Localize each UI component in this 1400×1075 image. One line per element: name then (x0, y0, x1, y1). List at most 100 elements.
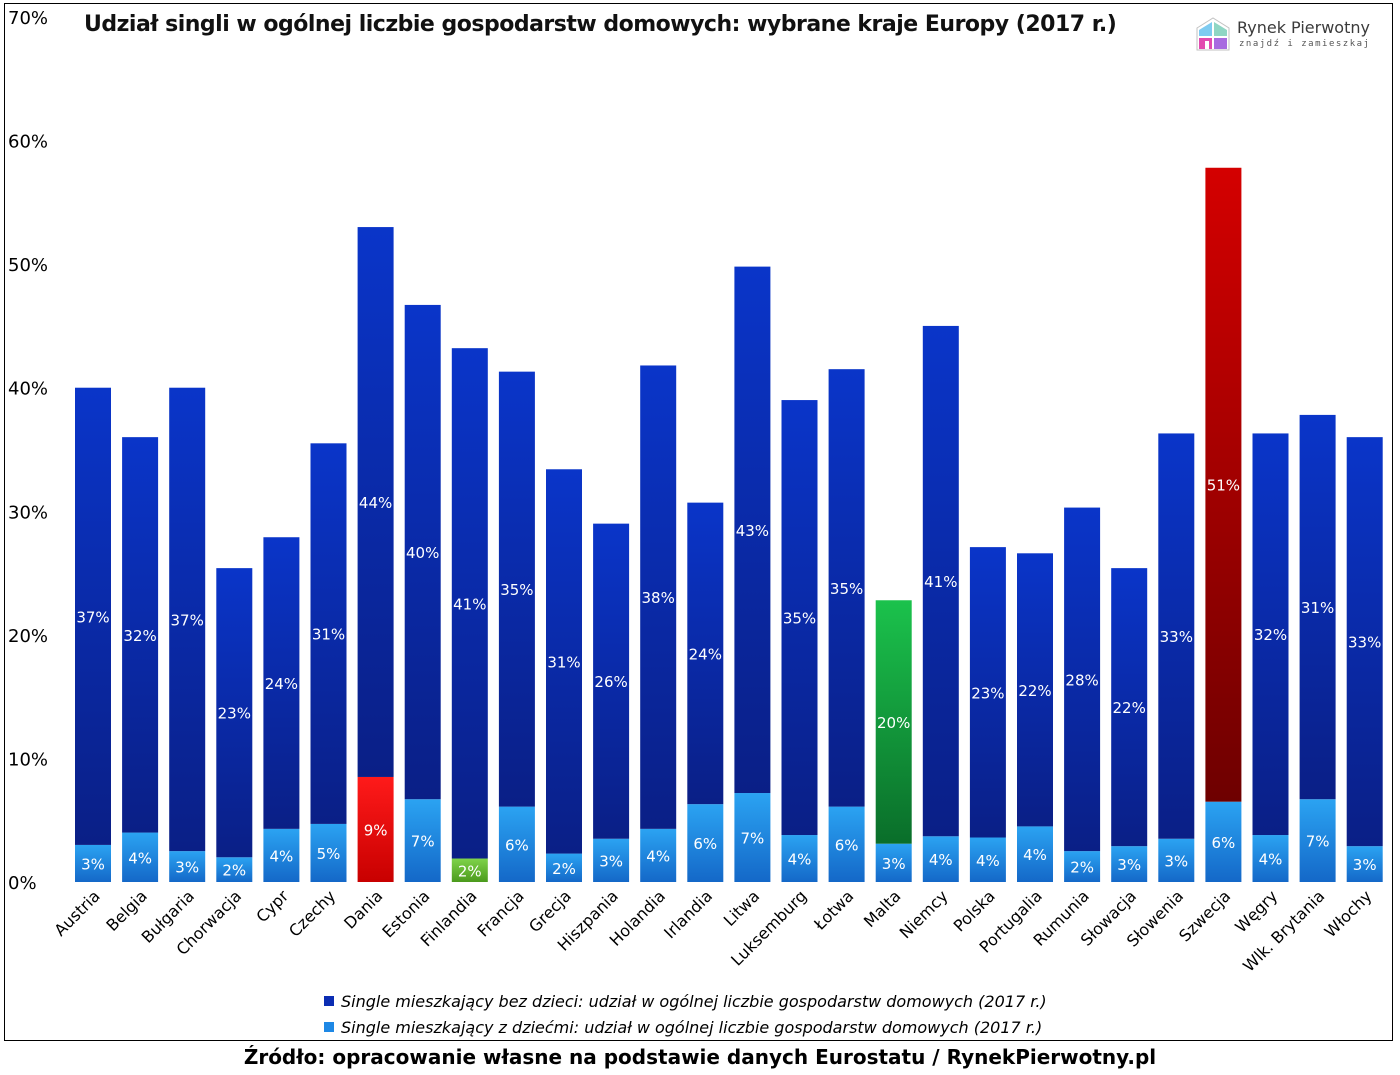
x-tick-label: Niemcy (896, 886, 952, 942)
bar-with-children (546, 853, 582, 882)
data-label-with-children: 7% (741, 830, 765, 848)
x-tick-label: Czechy (285, 886, 339, 940)
data-label-without-children: 22% (1113, 699, 1146, 717)
bar-without-children (969, 547, 1006, 838)
data-label-without-children: 40% (406, 544, 439, 562)
legend-swatch-bottom (324, 1022, 334, 1032)
data-label-with-children: 4% (1023, 846, 1047, 864)
y-tick-label: 10% (8, 749, 48, 770)
data-label-without-children: 51% (1207, 477, 1240, 495)
data-label-without-children: 23% (218, 705, 251, 723)
data-label-without-children: 32% (1254, 626, 1287, 644)
data-label-without-children: 23% (971, 684, 1004, 702)
x-tick-label: Łotwa (809, 886, 857, 934)
bar-with-children (310, 823, 347, 882)
data-label-with-children: 7% (1306, 833, 1330, 851)
bar-with-children (1111, 846, 1148, 882)
y-tick-label: 50% (8, 255, 48, 276)
bar-without-children (1346, 437, 1383, 847)
bar-with-children (122, 832, 159, 882)
bar-without-children (169, 387, 206, 852)
data-label-without-children: 41% (924, 573, 957, 591)
bar-without-children (734, 266, 771, 794)
bar-without-children (310, 443, 347, 824)
bar-with-children (734, 793, 771, 882)
data-label-without-children: 20% (877, 714, 910, 732)
data-label-with-children: 4% (646, 847, 670, 865)
bar-with-children (969, 837, 1006, 882)
data-label-without-children: 22% (1018, 682, 1051, 700)
data-label-with-children: 4% (788, 851, 812, 869)
data-label-without-children: 37% (76, 608, 109, 626)
data-label-without-children: 35% (783, 610, 816, 628)
house-logo-icon (1196, 17, 1230, 51)
bar-without-children (263, 537, 300, 829)
x-tick-label: Francja (474, 886, 528, 940)
data-label-without-children: 35% (830, 580, 863, 598)
source-note: Źródło: opracowanie własne na podstawie … (243, 1045, 1157, 1069)
data-label-with-children: 2% (552, 860, 576, 878)
data-label-with-children: 9% (364, 821, 388, 839)
data-label-with-children: 6% (835, 836, 859, 854)
data-label-without-children: 31% (312, 626, 345, 644)
bar-with-children (263, 828, 300, 882)
bar-without-children (828, 369, 865, 807)
data-label-with-children: 6% (505, 836, 529, 854)
y-tick-label: 60% (8, 132, 48, 153)
bar-without-children (451, 348, 488, 859)
bar-without-children (1158, 433, 1195, 839)
bar-with-children (922, 836, 959, 882)
data-label-with-children: 3% (81, 855, 105, 873)
bar-without-children (593, 523, 630, 839)
bar-with-children (404, 799, 441, 882)
bar-with-children (1064, 851, 1101, 882)
x-tick-label: Austria (50, 886, 103, 939)
bar-without-children (498, 371, 535, 807)
bar-with-children (1205, 801, 1242, 882)
data-label-without-children: 38% (642, 589, 675, 607)
y-tick-label: 40% (8, 379, 48, 400)
bar-with-children (640, 828, 677, 882)
data-label-without-children: 26% (594, 673, 627, 691)
bar-without-children (1205, 167, 1242, 802)
data-label-with-children: 2% (1070, 859, 1094, 877)
legend-swatch-top (324, 996, 334, 1006)
data-label-without-children: 31% (1301, 599, 1334, 617)
x-tick-label: Irlandia (660, 886, 716, 942)
chart-title: Udział singli w ogólnej liczbie gospodar… (84, 12, 1117, 37)
data-label-with-children: 3% (175, 859, 199, 877)
data-label-without-children: 31% (547, 653, 580, 671)
legend-label-bottom: Single mieszkający z dziećmi: udział w o… (341, 1018, 1043, 1037)
data-label-with-children: 2% (458, 862, 482, 880)
bar-with-children (169, 851, 206, 882)
bar-with-children (498, 806, 535, 882)
data-label-without-children: 28% (1065, 671, 1098, 689)
data-label-with-children: 3% (1353, 856, 1377, 874)
x-tick-label: Cypr (252, 886, 292, 926)
y-tick-label: 20% (8, 626, 48, 647)
data-label-with-children: 2% (222, 862, 246, 880)
data-label-without-children: 33% (1348, 634, 1381, 652)
bar-without-children (1299, 414, 1336, 800)
bar-without-children (1017, 553, 1053, 827)
y-tick-label: 30% (8, 502, 48, 523)
bar-with-children (593, 838, 630, 882)
bar-without-children (404, 304, 441, 800)
data-label-with-children: 3% (599, 852, 623, 870)
bar-without-children (216, 568, 253, 858)
bar-without-children (781, 400, 818, 836)
data-label-with-children: 3% (1117, 856, 1141, 874)
bar-without-children (75, 387, 111, 845)
bar-with-children (875, 843, 912, 882)
data-label-without-children: 43% (736, 522, 769, 540)
data-label-with-children: 4% (976, 852, 1000, 870)
data-label-with-children: 3% (1164, 852, 1188, 870)
x-tick-label: Szwecja (1175, 886, 1234, 945)
bar-without-children (357, 227, 394, 777)
bar-with-children (1346, 846, 1383, 882)
x-tick-label: Malta (860, 886, 905, 931)
bar-without-children (1111, 568, 1148, 847)
data-label-with-children: 4% (128, 849, 152, 867)
